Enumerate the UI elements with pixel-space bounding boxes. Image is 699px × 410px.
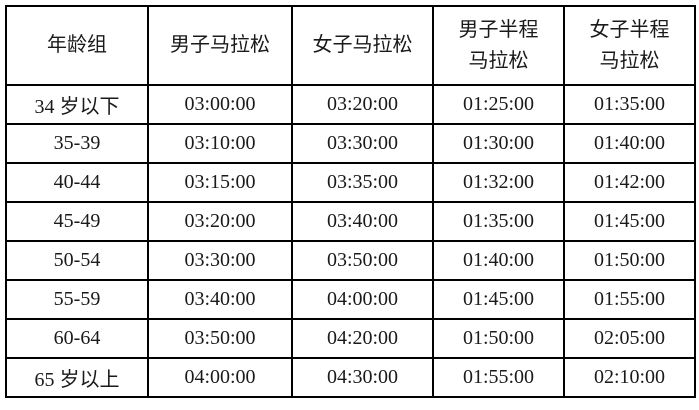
time-cell: 03:40:00 [147, 279, 293, 320]
time-cell: 01:40:00 [432, 240, 565, 281]
table-row-45-49: 45-49 03:20:00 03:40:00 01:35:00 01:45:0… [5, 201, 696, 242]
time-cell: 01:50:00 [563, 240, 696, 281]
time-cell: 03:50:00 [291, 240, 434, 281]
age-group-cell: 60-64 [5, 318, 149, 359]
header-womens-half-marathon-label-line1: 女子半程 [589, 18, 670, 41]
age-group-cell: 34 岁以下 [5, 84, 149, 125]
time-cell: 01:55:00 [563, 279, 696, 320]
table-row-35-39: 35-39 03:10:00 03:30:00 01:30:00 01:40:0… [5, 123, 696, 164]
time-cell: 03:20:00 [147, 201, 293, 242]
time-cell: 02:10:00 [563, 357, 696, 398]
time-cell: 01:55:00 [432, 357, 565, 398]
header-age-group: 年龄组 [5, 5, 149, 86]
table-row-60-64: 60-64 03:50:00 04:20:00 01:50:00 02:05:0… [5, 318, 696, 359]
time-cell: 01:45:00 [563, 201, 696, 242]
time-cell: 02:05:00 [563, 318, 696, 359]
age-group-cell: 45-49 [5, 201, 149, 242]
header-mens-half-marathon-label-line2: 马拉松 [468, 49, 529, 72]
time-cell: 01:40:00 [563, 123, 696, 164]
time-cell: 03:00:00 [147, 84, 293, 125]
header-mens-half-marathon: 男子半程 马拉松 [432, 5, 565, 86]
time-cell: 04:00:00 [291, 279, 434, 320]
table-row-under-34: 34 岁以下 03:00:00 03:20:00 01:25:00 01:35:… [5, 84, 696, 125]
time-cell: 04:30:00 [291, 357, 434, 398]
time-cell: 04:00:00 [147, 357, 293, 398]
table-header-row: 年龄组 男子马拉松 女子马拉松 男子半程 马拉松 女子半程 马拉松 [5, 5, 696, 86]
time-cell: 04:20:00 [291, 318, 434, 359]
marathon-qualifying-times-table: 年龄组 男子马拉松 女子马拉松 男子半程 马拉松 女子半程 马拉松 34 岁以下… [5, 5, 696, 398]
header-mens-half-marathon-label-line1: 男子半程 [458, 18, 539, 41]
age-group-cell: 35-39 [5, 123, 149, 164]
time-cell: 03:30:00 [291, 123, 434, 164]
header-mens-marathon: 男子马拉松 [147, 5, 293, 86]
time-cell: 03:35:00 [291, 162, 434, 203]
header-womens-half-marathon: 女子半程 马拉松 [563, 5, 696, 86]
age-group-cell: 65 岁以上 [5, 357, 149, 398]
age-group-cell: 40-44 [5, 162, 149, 203]
time-cell: 01:25:00 [432, 84, 565, 125]
table-row-over-65: 65 岁以上 04:00:00 04:30:00 01:55:00 02:10:… [5, 357, 696, 398]
header-age-group-label: 年龄组 [47, 34, 107, 56]
time-cell: 03:10:00 [147, 123, 293, 164]
time-cell: 03:15:00 [147, 162, 293, 203]
time-cell: 01:32:00 [432, 162, 565, 203]
header-womens-marathon-label: 女子马拉松 [312, 34, 413, 56]
time-cell: 03:30:00 [147, 240, 293, 281]
table-row-55-59: 55-59 03:40:00 04:00:00 01:45:00 01:55:0… [5, 279, 696, 320]
time-cell: 01:30:00 [432, 123, 565, 164]
header-womens-marathon: 女子马拉松 [291, 5, 434, 86]
time-cell: 01:35:00 [432, 201, 565, 242]
time-cell: 01:42:00 [563, 162, 696, 203]
time-cell: 01:35:00 [563, 84, 696, 125]
age-group-cell: 50-54 [5, 240, 149, 281]
header-womens-half-marathon-label-line2: 马拉松 [599, 49, 660, 72]
time-cell: 01:45:00 [432, 279, 565, 320]
time-cell: 01:50:00 [432, 318, 565, 359]
header-mens-marathon-label: 男子马拉松 [170, 34, 270, 56]
time-cell: 03:50:00 [147, 318, 293, 359]
table-row-50-54: 50-54 03:30:00 03:50:00 01:40:00 01:50:0… [5, 240, 696, 281]
table-row-40-44: 40-44 03:15:00 03:35:00 01:32:00 01:42:0… [5, 162, 696, 203]
time-cell: 03:20:00 [291, 84, 434, 125]
age-group-cell: 55-59 [5, 279, 149, 320]
time-cell: 03:40:00 [291, 201, 434, 242]
